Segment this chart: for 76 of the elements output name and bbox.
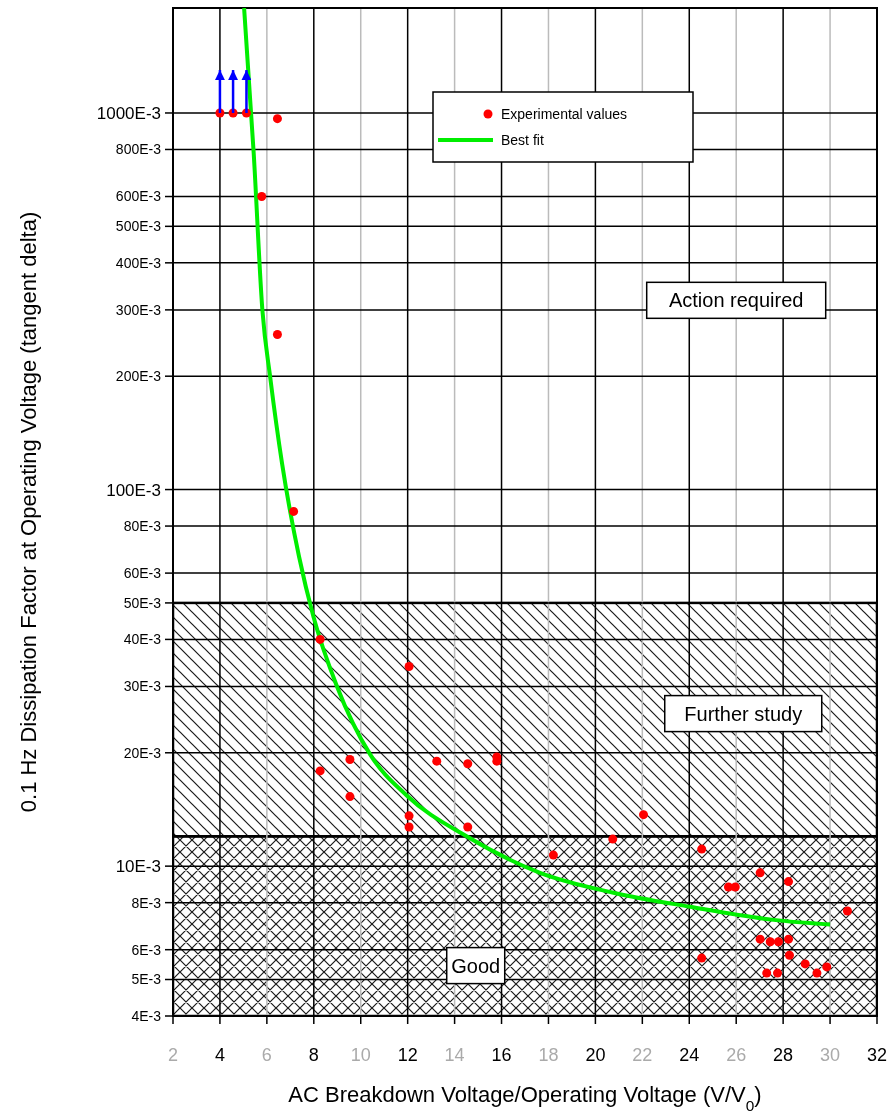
y-tick-label: 300E-3 bbox=[115, 301, 162, 318]
x-tick-label: 18 bbox=[538, 1045, 559, 1065]
point bbox=[800, 959, 810, 969]
x-tick-label: 12 bbox=[397, 1045, 418, 1065]
x-tick-label: 30 bbox=[820, 1045, 841, 1065]
point bbox=[755, 868, 765, 878]
point bbox=[289, 506, 299, 516]
x-tick-label: 20 bbox=[585, 1045, 606, 1065]
y-tick-label: 800E-3 bbox=[115, 141, 162, 158]
x-tick-label: 2 bbox=[167, 1045, 179, 1065]
point bbox=[784, 934, 794, 944]
x-tick-label: 16 bbox=[491, 1045, 512, 1065]
point bbox=[315, 766, 325, 776]
y-tick-label: 5E-3 bbox=[131, 971, 162, 988]
y-tick-label: 400E-3 bbox=[115, 254, 162, 271]
y-tick-label: 60E-3 bbox=[123, 565, 162, 581]
x-tick-label: 10 bbox=[350, 1045, 371, 1065]
point bbox=[697, 953, 707, 963]
point bbox=[784, 877, 794, 887]
x-tick-label: 28 bbox=[773, 1045, 794, 1065]
x-tick-label: 4 bbox=[214, 1045, 225, 1065]
annotation: Action required bbox=[668, 289, 804, 312]
y-tick-label: 40E-3 bbox=[123, 631, 162, 648]
point bbox=[257, 192, 267, 202]
point bbox=[463, 759, 473, 769]
x-tick-label: 26 bbox=[726, 1045, 747, 1065]
y-tick-label: 10E-3 bbox=[115, 857, 161, 877]
point bbox=[773, 937, 783, 947]
y-axis-title: 0.1 Hz Dissipation Factor at Operating Voltage (tangent delta) bbox=[16, 211, 41, 813]
y-tick-label: 500E-3 bbox=[115, 218, 162, 235]
x-tick-label: 32 bbox=[866, 1045, 888, 1065]
y-tick-label: 4E-3 bbox=[131, 1007, 162, 1024]
y-tick-label: 200E-3 bbox=[115, 368, 162, 385]
x-tick-label: 8 bbox=[308, 1045, 319, 1065]
point bbox=[404, 661, 414, 671]
point bbox=[548, 850, 558, 860]
x-tick-label: 14 bbox=[444, 1045, 465, 1065]
point bbox=[842, 906, 852, 916]
band-label: Good bbox=[451, 954, 501, 977]
legend-label: Experimental values bbox=[501, 105, 628, 122]
point bbox=[345, 754, 355, 764]
point bbox=[608, 834, 618, 844]
x-axis-title: AC Breakdown Voltage/Operating Voltage (V/V$_{0}$) bbox=[288, 1082, 762, 1114]
point bbox=[272, 330, 282, 340]
line-series bbox=[242, 8, 833, 927]
point bbox=[812, 968, 822, 978]
point bbox=[762, 968, 772, 978]
y-tick-label: 600E-3 bbox=[115, 188, 162, 205]
y-tick-label: 8E-3 bbox=[131, 894, 162, 911]
point bbox=[272, 114, 282, 124]
y-tick-label: 20E-3 bbox=[123, 744, 162, 761]
point bbox=[639, 810, 649, 820]
y-tick-label: 100E-3 bbox=[106, 480, 161, 500]
point bbox=[315, 634, 325, 644]
x-tick-label: 22 bbox=[632, 1045, 653, 1065]
point bbox=[432, 756, 442, 766]
point bbox=[697, 844, 707, 854]
x-tick-label: 24 bbox=[679, 1045, 700, 1065]
point bbox=[765, 937, 775, 947]
point bbox=[345, 792, 355, 802]
point bbox=[404, 811, 414, 821]
y-tick-label: 6E-3 bbox=[131, 941, 162, 958]
x-tick-label: 6 bbox=[261, 1045, 272, 1065]
point bbox=[730, 882, 740, 892]
point bbox=[755, 934, 765, 944]
point bbox=[784, 950, 794, 960]
point bbox=[773, 968, 782, 978]
y-tick-label: 30E-3 bbox=[123, 678, 162, 695]
y-tick-label: 50E-3 bbox=[123, 594, 162, 611]
point bbox=[404, 822, 414, 832]
legend-label: Best fit bbox=[501, 131, 544, 148]
y-tick-label: 1000E-3 bbox=[96, 103, 161, 123]
y-tick-label: 80E-3 bbox=[123, 517, 162, 534]
point bbox=[822, 962, 832, 972]
point bbox=[463, 822, 473, 832]
band-label: Further study bbox=[684, 702, 803, 725]
